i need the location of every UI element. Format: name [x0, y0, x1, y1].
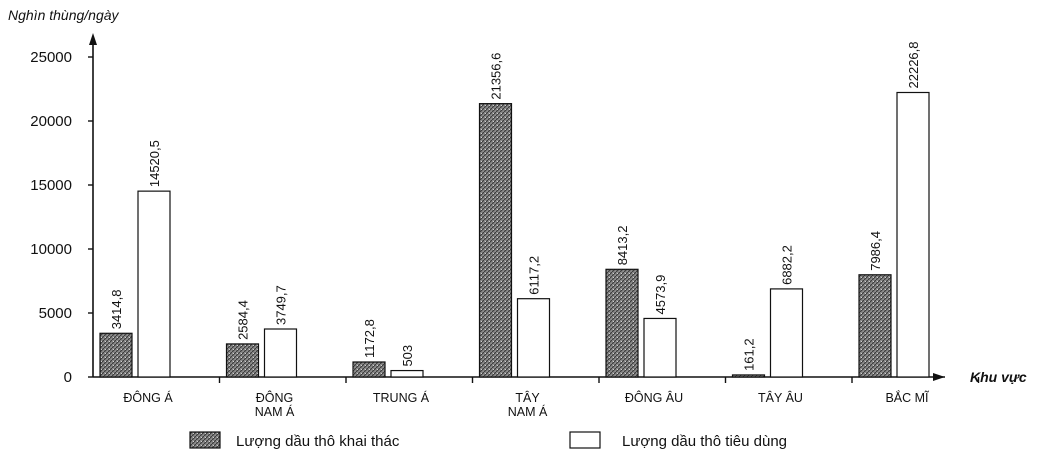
x-tick-label: ĐÔNG ÂU — [625, 390, 683, 405]
x-tick-label: ĐÔNG — [256, 390, 294, 405]
bar-extraction — [731, 374, 766, 378]
x-tick-label: NAM Á — [255, 404, 295, 419]
data-label-extraction: 3414,8 — [109, 290, 124, 330]
y-tick-label: 20000 — [30, 113, 72, 130]
data-label-extraction: 1172,8 — [362, 319, 377, 358]
x-tick-label: NAM Á — [508, 404, 548, 419]
x-tick-label: BẮC MĨ — [885, 390, 929, 405]
plot-area: 0 5000 10000 15000 20000 25000 Nghìn thùng/ngà… — [8, 7, 1027, 450]
x-tick-label: TRUNG Á — [373, 390, 430, 405]
x-tick-label: TÂY ÂU — [758, 390, 803, 405]
bar-extraction — [352, 361, 386, 378]
data-label-consumption: 6882,2 — [780, 245, 795, 285]
bar-extraction — [605, 268, 639, 378]
data-label-consumption: 22226,8 — [906, 41, 921, 88]
legend-label-consumption: Lượng dầu thô tiêu dùng — [622, 433, 787, 450]
data-label-extraction: 21356,6 — [489, 53, 504, 100]
legend-swatch-consumption — [569, 431, 601, 449]
y-tick-label: 10000 — [30, 241, 72, 258]
data-label-consumption: 6117,2 — [527, 256, 542, 295]
data-label-extraction: 8413,2 — [615, 226, 630, 266]
legend-label-extraction: Lượng dầu thô khai thác — [236, 433, 400, 450]
x-tick-label: TÂY — [515, 390, 540, 405]
data-label-consumption: 4573,9 — [653, 275, 668, 315]
y-axis-arrow — [89, 33, 97, 45]
bar-extraction — [858, 274, 892, 378]
y-tick-label: 0 — [64, 369, 72, 386]
legend-swatch-extraction — [189, 431, 221, 449]
data-label-consumption: 14520,5 — [147, 140, 162, 187]
y-axis-title: Nghìn thùng/ngày — [8, 7, 120, 23]
y-tick-label: 15000 — [30, 177, 72, 194]
bar-consumption — [769, 288, 804, 378]
data-label-extraction: 2584,4 — [236, 300, 251, 340]
x-tick-label: ĐÔNG Á — [123, 390, 173, 405]
bar-consumption — [137, 190, 171, 378]
bar-extraction — [478, 103, 513, 378]
data-label-consumption: 503 — [400, 345, 415, 367]
data-label-consumption: 3749,7 — [274, 285, 289, 325]
bar-consumption — [896, 91, 930, 378]
bar-consumption — [263, 328, 298, 378]
x-axis-title: Khu vực — [970, 369, 1027, 385]
x-axis-arrow — [933, 373, 945, 381]
bar-extraction — [99, 332, 133, 378]
y-tick-label: 25000 — [30, 49, 72, 66]
data-label-extraction: 161,2 — [742, 338, 757, 371]
data-label-extraction: 7986,4 — [868, 231, 883, 271]
y-tick-label: 5000 — [39, 305, 72, 322]
bar-extraction — [225, 343, 260, 378]
bar-consumption — [516, 298, 551, 378]
bar-consumption — [390, 369, 424, 378]
bar-consumption — [643, 317, 677, 378]
